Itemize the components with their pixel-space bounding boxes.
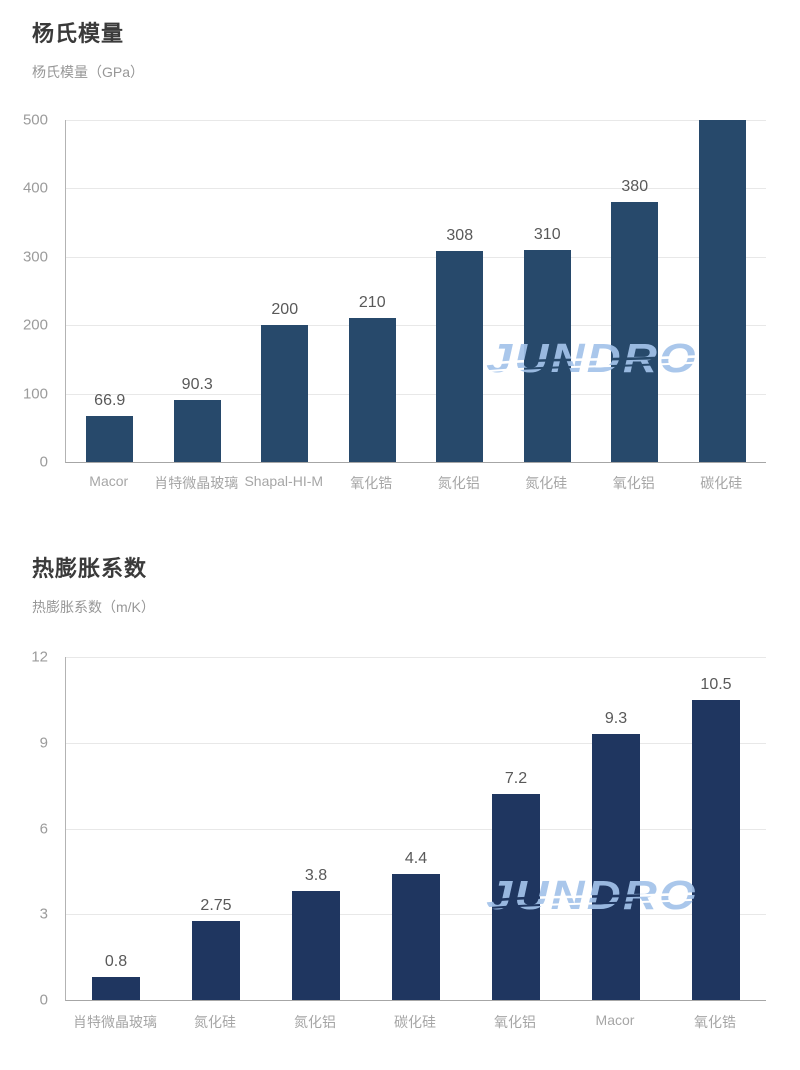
bar: [292, 891, 340, 1000]
x-tick-label: 氧化锆: [694, 1014, 736, 1030]
x-tick-label: 氧化铝: [494, 1014, 536, 1030]
y-axis: 0 100 200 300 400 500: [0, 112, 57, 471]
x-tick-label: 氮化硅: [525, 475, 568, 491]
x-tick-label: 肖特微晶玻璃: [73, 1014, 157, 1030]
x-tick-label: 氧化锆: [350, 475, 393, 491]
bar: [261, 325, 309, 462]
gridline: [66, 828, 766, 830]
bar: [192, 921, 240, 1000]
bar: [698, 120, 746, 462]
bar: [611, 202, 659, 462]
y-tick-label: 500: [22, 111, 48, 129]
bar: [348, 318, 396, 462]
watermark-text: JUNDRO: [486, 872, 698, 918]
chart-y-axis-title: 热膨胀系数（m/K）: [32, 599, 155, 615]
x-tick-label: Macor: [89, 473, 129, 489]
y-tick-label: 200: [22, 316, 48, 334]
gridline: [66, 325, 766, 327]
bar-value-label: 200: [271, 301, 299, 319]
bar: [492, 794, 540, 1000]
bar-value-label: 308: [446, 227, 474, 245]
y-tick-label: 300: [22, 248, 48, 266]
plot-area: JUNDRO 66.9 90.3 200 210 308 310 380: [65, 120, 766, 463]
chart-title: 杨氏模量: [32, 21, 125, 46]
y-tick-label: 12: [31, 648, 48, 666]
x-axis: Macor 肖特微晶玻璃 Shapal-HI-M 氧化锆 氮化铝 氮化硅 氧化铝 碳化硅: [65, 473, 766, 499]
gridline: [66, 256, 766, 258]
bar-value-label: 380: [621, 178, 649, 196]
plot-area: JUNDRO 0.8 2.75 3.8 4.4 7.2 9.3 10.5: [65, 657, 766, 1001]
watermark-jundro-icon: JUNDRO: [486, 335, 698, 381]
gridline: [66, 393, 766, 395]
y-tick-label: 400: [22, 179, 48, 197]
x-axis: 肖特微晶玻璃 氮化硅 氮化铝 碳化硅 氧化铝 Macor 氧化锆: [65, 1012, 766, 1038]
x-tick-label: 氮化硅: [194, 1014, 236, 1030]
gridline: [66, 657, 766, 658]
x-tick-label: 碳化硅: [394, 1014, 436, 1030]
x-tick-label: Macor: [595, 1012, 635, 1028]
bar-value-label: 0.8: [104, 953, 128, 971]
chart-thermal-expansion: 热膨胀系数 热膨胀系数（m/K） 0 3 6 9 12 JUNDRO 0.8 2.75 3.…: [0, 535, 800, 1070]
bar: [92, 977, 140, 1000]
bar: [392, 874, 440, 1000]
bar: [523, 249, 571, 462]
bar: [592, 734, 640, 1000]
y-tick-label: 3: [39, 905, 48, 923]
bar-value-label: 9.3: [604, 710, 628, 728]
bar-value-label: 2.75: [200, 897, 232, 915]
bar: [86, 416, 134, 462]
gridline: [66, 188, 766, 190]
bar: [173, 400, 221, 462]
bar-value-label: 10.5: [700, 675, 732, 693]
y-tick-label: 0: [39, 991, 48, 1009]
x-tick-label: 氮化铝: [294, 1014, 336, 1030]
y-tick-label: 9: [39, 734, 48, 752]
bar: [436, 251, 484, 462]
gridline: [66, 120, 766, 121]
watermark-jundro-icon: JUNDRO: [486, 872, 698, 918]
chart-young-modulus: 杨氏模量 杨氏模量（GPa） 0 100 200 300 400 500 JUNDRO 6…: [0, 21, 766, 499]
x-tick-label: 碳化硅: [700, 475, 743, 491]
bar-value-label: 210: [358, 294, 386, 312]
x-tick-label: 氧化铝: [612, 475, 655, 491]
x-tick-label: Shapal-HI-M: [244, 473, 324, 489]
chart-title: 热膨胀系数: [32, 556, 148, 581]
y-tick-label: 100: [22, 385, 48, 403]
x-tick-label: 氮化铝: [437, 475, 480, 491]
bar-value-label: 4.4: [404, 850, 428, 868]
y-axis: 0 3 6 9 12: [0, 649, 57, 1009]
bar-value-label: 310: [533, 225, 561, 243]
bar-value-label: 3.8: [304, 867, 328, 885]
watermark-text: JUNDRO: [486, 335, 698, 381]
chart-y-axis-title: 杨氏模量（GPa）: [32, 64, 145, 80]
bar-value-label: 7.2: [504, 770, 528, 788]
bar: [692, 699, 740, 1000]
y-tick-label: 6: [39, 820, 48, 837]
y-tick-label: 0: [39, 453, 48, 471]
x-tick-label: 肖特微晶玻璃: [154, 475, 239, 491]
gridline: [66, 742, 766, 744]
bar-value-label: 66.9: [94, 392, 126, 410]
bar-value-label: 90.3: [181, 376, 213, 394]
